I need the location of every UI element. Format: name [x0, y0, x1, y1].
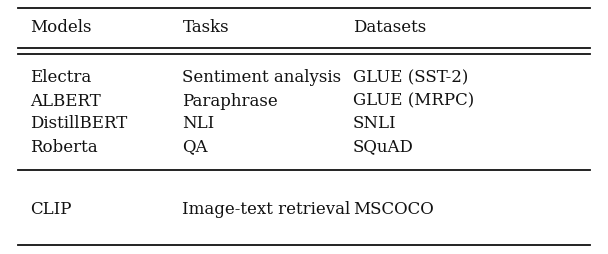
Text: Electra: Electra: [30, 70, 92, 87]
Text: ALBERT: ALBERT: [30, 92, 101, 109]
Text: Sentiment analysis: Sentiment analysis: [182, 70, 342, 87]
Text: GLUE (SST-2): GLUE (SST-2): [353, 70, 468, 87]
Text: Models: Models: [30, 20, 92, 37]
Text: Roberta: Roberta: [30, 138, 98, 155]
Text: Image-text retrieval: Image-text retrieval: [182, 201, 351, 218]
Text: SQuAD: SQuAD: [353, 138, 413, 155]
Text: NLI: NLI: [182, 116, 215, 133]
Text: QA: QA: [182, 138, 208, 155]
Text: MSCOCO: MSCOCO: [353, 201, 434, 218]
Text: Paraphrase: Paraphrase: [182, 92, 278, 109]
Text: SNLI: SNLI: [353, 116, 396, 133]
Text: DistillBERT: DistillBERT: [30, 116, 128, 133]
Text: Tasks: Tasks: [182, 20, 229, 37]
Text: GLUE (MRPC): GLUE (MRPC): [353, 92, 474, 109]
Text: Datasets: Datasets: [353, 20, 426, 37]
Text: CLIP: CLIP: [30, 201, 72, 218]
